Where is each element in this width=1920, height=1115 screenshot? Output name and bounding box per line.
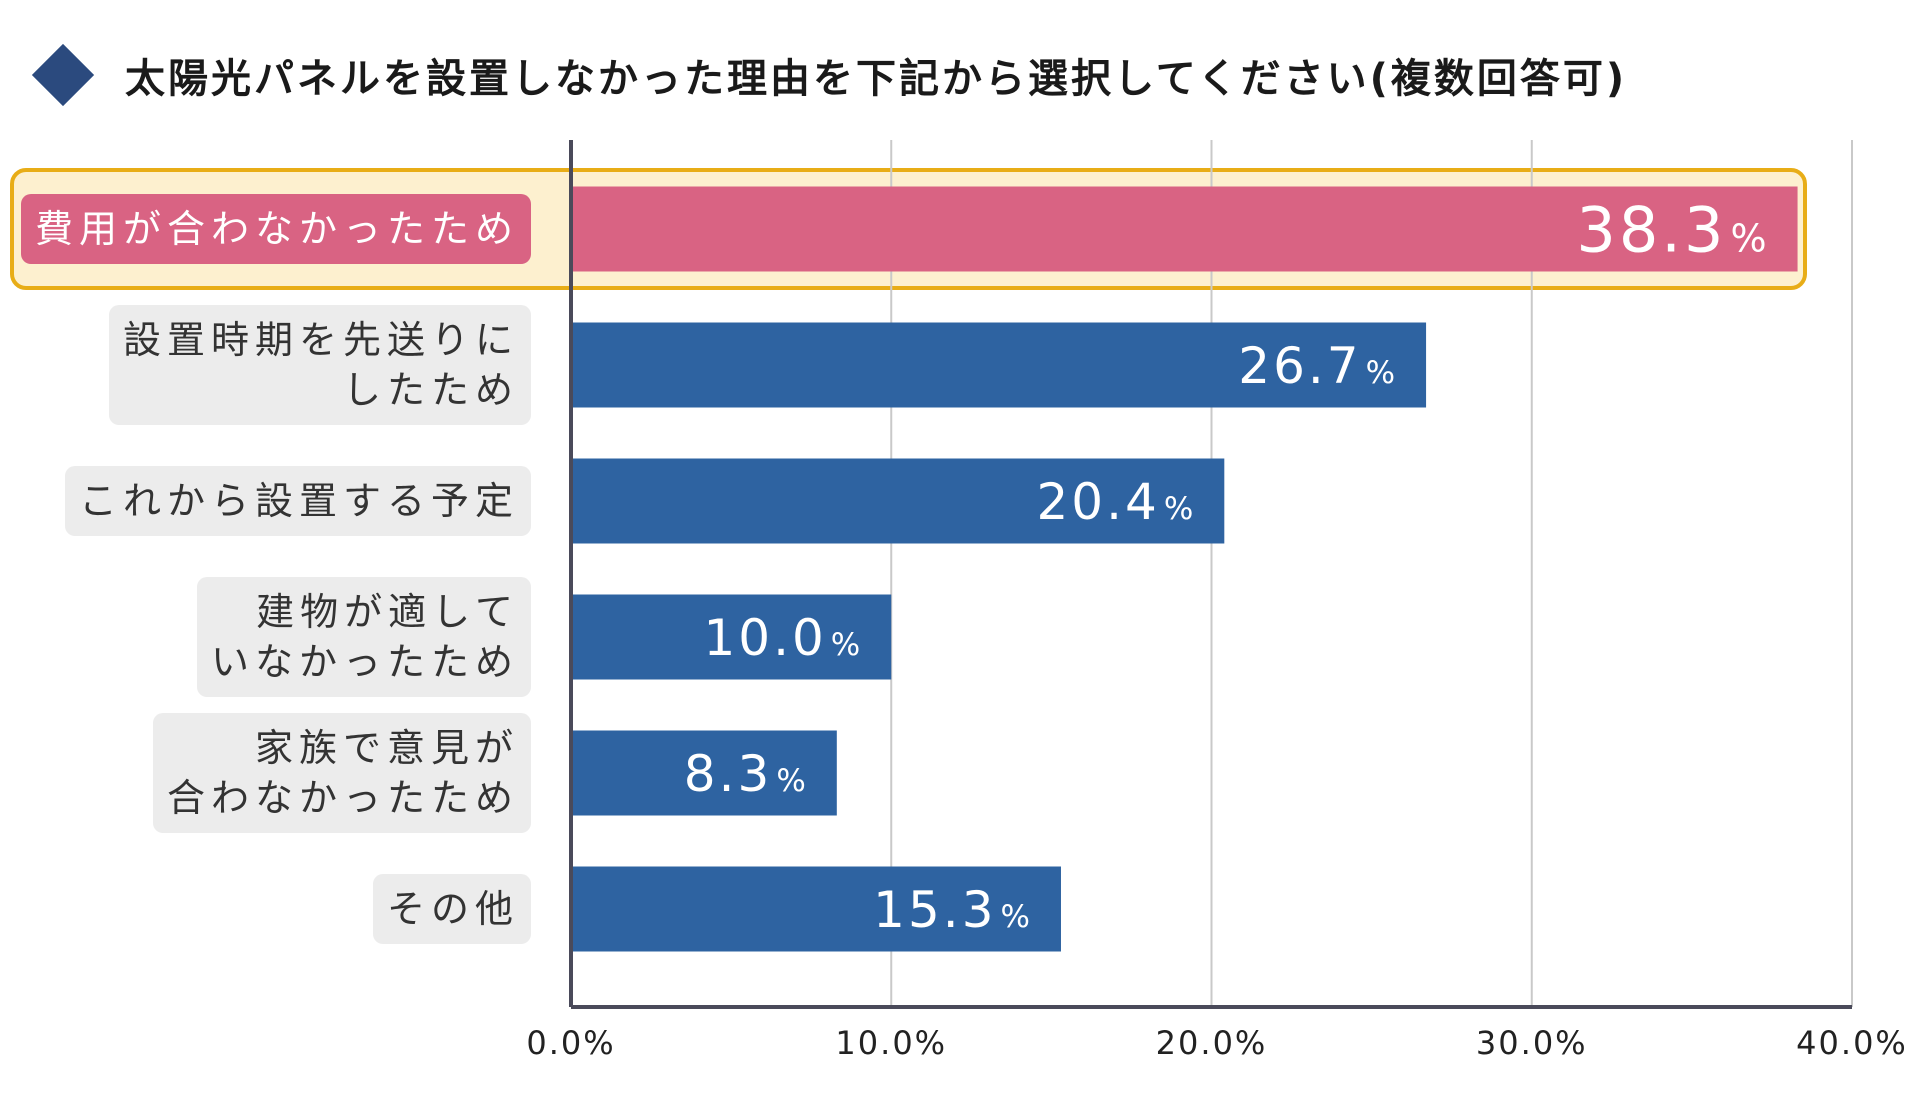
category-label: 建物が適していなかったため xyxy=(196,577,531,697)
chart-title: 太陽光パネルを設置しなかった理由を下記から選択してください(複数回答可) xyxy=(30,40,1627,110)
data-label: 15.3% xyxy=(873,881,1033,939)
tick-label: 0.0% xyxy=(526,1024,615,1062)
bar xyxy=(573,730,837,816)
category-label-line: その他 xyxy=(386,887,519,931)
bar xyxy=(573,594,892,680)
category-label-line: いなかったため xyxy=(210,640,519,684)
category-label: 費用が合わなかったため xyxy=(20,194,531,264)
tick-label: 30.0% xyxy=(1476,1024,1588,1062)
data-label: 8.3% xyxy=(684,745,809,803)
category-label-line: 設置時期を先送りに xyxy=(122,318,519,362)
category-label: 家族で意見が合わなかったため xyxy=(152,713,531,833)
data-label: 20.4% xyxy=(1037,473,1197,531)
bar xyxy=(573,458,1225,544)
tick-label: 40.0% xyxy=(1796,1024,1908,1062)
data-label: 26.7% xyxy=(1238,337,1398,395)
tick-label: 20.0% xyxy=(1156,1024,1268,1062)
category-label-line: 費用が合わなかったため xyxy=(34,207,519,251)
bar xyxy=(573,866,1061,952)
category-label: これから設置する予定 xyxy=(64,466,531,536)
category-label-line: これから設置する予定 xyxy=(78,479,519,523)
data-label: 10.0% xyxy=(703,609,863,667)
category-label-line: 合わなかったため xyxy=(166,776,519,820)
category-label-line: 建物が適して xyxy=(256,590,519,634)
category-label-line: したため xyxy=(342,368,519,412)
bar xyxy=(573,322,1427,408)
tick-label: 10.0% xyxy=(835,1024,947,1062)
data-label: 38.3% xyxy=(1576,193,1769,266)
category-label-line: 家族で意見が xyxy=(254,726,519,770)
bar xyxy=(573,186,1798,272)
category-label: その他 xyxy=(372,874,531,944)
chart-title-text: 太陽光パネルを設置しなかった理由を下記から選択してください(複数回答可) xyxy=(125,56,1628,102)
category-label: 設置時期を先送りにしたため xyxy=(108,305,531,425)
